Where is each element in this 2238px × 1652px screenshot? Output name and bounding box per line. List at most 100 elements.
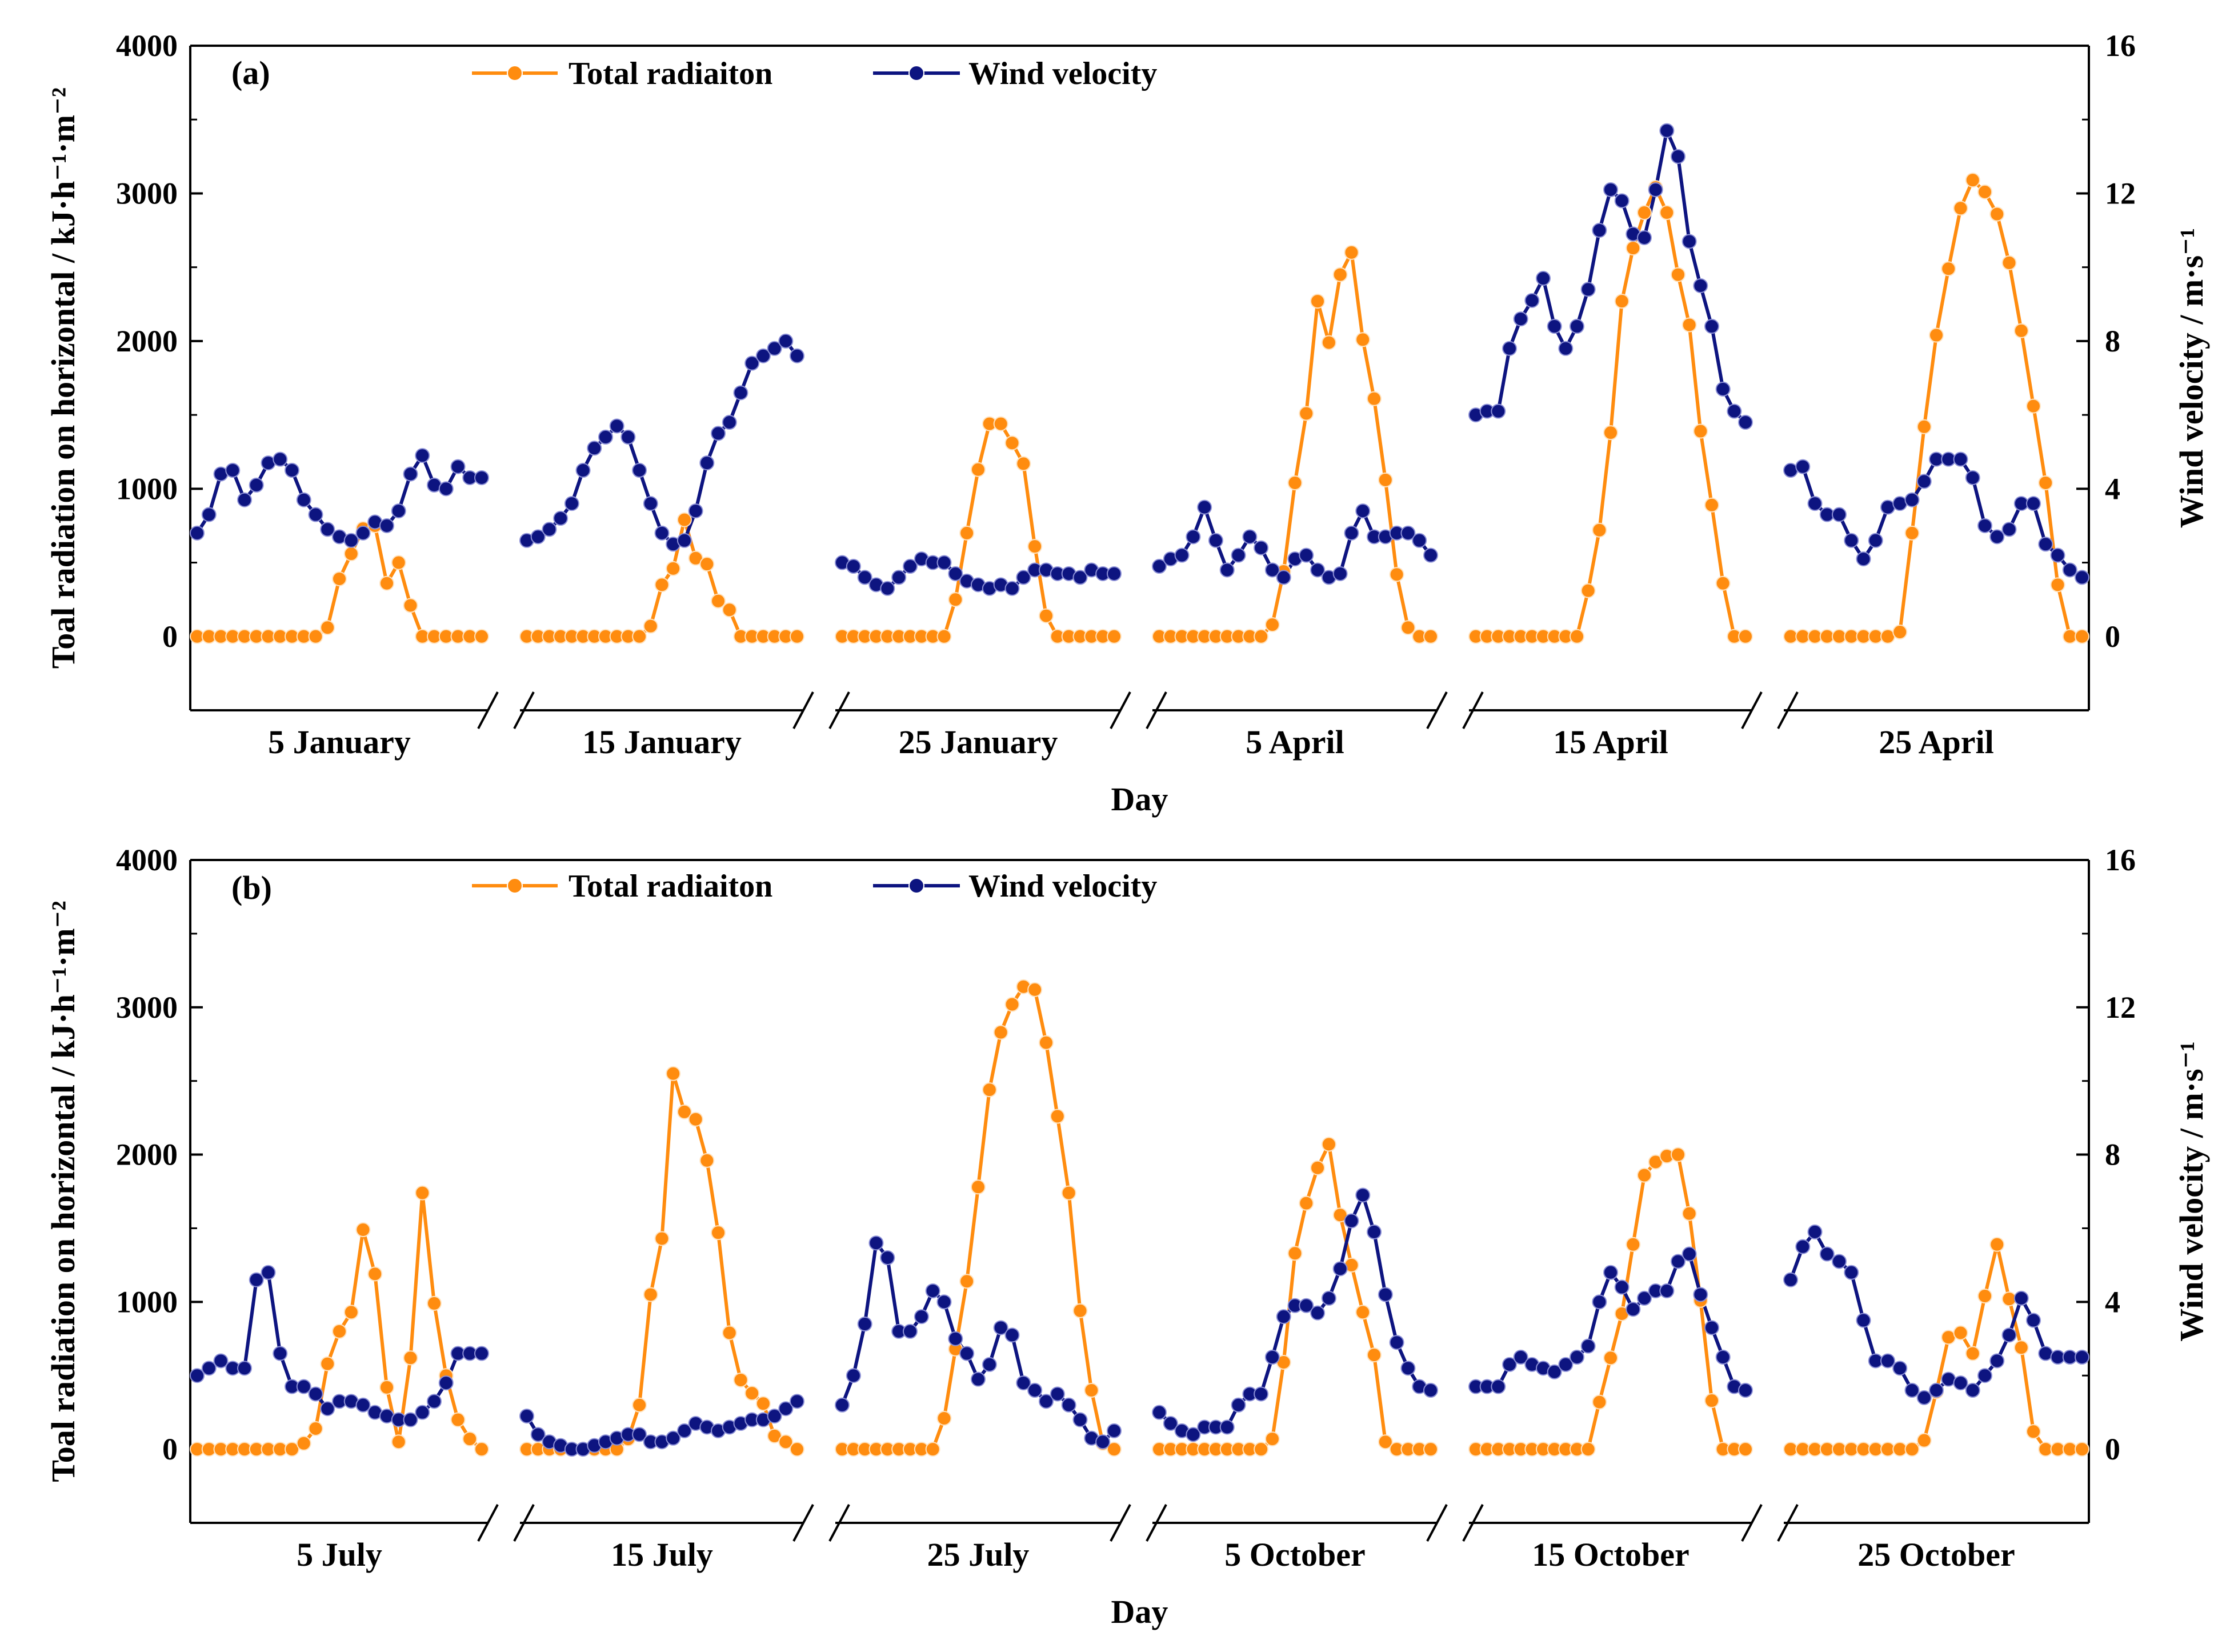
wind-point	[403, 1412, 418, 1427]
radiation-point	[790, 1442, 804, 1457]
wind-point	[1219, 1419, 1235, 1435]
axis-break-mark	[513, 1504, 535, 1542]
wind-point	[835, 1397, 850, 1413]
radiation-point	[722, 602, 737, 618]
radiation-point	[925, 1442, 940, 1457]
day-group: 15 July	[519, 1066, 804, 1573]
wind-point	[530, 1427, 546, 1442]
wind-point	[1693, 1287, 1708, 1302]
wind-point	[1344, 525, 1359, 541]
wind-point	[343, 533, 359, 548]
radiation-point	[711, 593, 726, 609]
wind-point	[1637, 230, 1652, 245]
radiation-point	[993, 416, 1008, 431]
radiation-point	[722, 1325, 737, 1341]
radiation-point	[332, 571, 347, 586]
wind-point	[1276, 570, 1291, 585]
wind-point	[1558, 1357, 1574, 1372]
wind-point	[676, 1423, 692, 1438]
wind-series-line	[840, 1241, 1116, 1444]
wind-point	[237, 492, 252, 507]
wind-point	[846, 1368, 861, 1383]
wind-point	[285, 463, 299, 478]
wind-point	[666, 1430, 681, 1446]
right-tick-label: 0	[2105, 619, 2120, 654]
wind-point	[1704, 319, 1719, 334]
radiation-point	[1704, 497, 1719, 513]
wind-point	[1039, 1394, 1054, 1409]
wind-point	[699, 455, 715, 471]
radiation-point	[1681, 1206, 1697, 1221]
axis-break-mark	[1777, 1504, 1799, 1542]
radiation-point	[343, 1305, 359, 1320]
axis-break-mark	[1146, 691, 1167, 729]
right-axis-title: Wind velocity / m·s⁻¹	[2173, 1041, 2210, 1341]
wind-point	[1880, 1353, 1895, 1369]
radiation-point	[993, 1025, 1008, 1040]
radiation-point	[699, 1153, 715, 1168]
day-label: 15 October	[1532, 1536, 1689, 1573]
day-group: 5 October	[1152, 1137, 1438, 1573]
wind-point	[2001, 1327, 2017, 1343]
wind-point	[415, 1405, 430, 1420]
radiation-point	[1715, 575, 1731, 591]
wind-point	[201, 1361, 217, 1376]
wind-point	[1004, 1327, 1020, 1343]
axis-break-mark	[828, 691, 850, 729]
wind-point	[609, 418, 624, 434]
radiation-point	[1580, 583, 1596, 598]
radiation-point	[391, 555, 406, 570]
wind-point	[1592, 223, 1607, 238]
radiation-point	[355, 1222, 371, 1238]
radiation-point	[643, 1287, 658, 1302]
radiation-point	[1693, 423, 1708, 439]
wind-point	[1989, 529, 2005, 545]
wind-point	[1524, 293, 1540, 308]
radiation-point	[1592, 1394, 1607, 1410]
wind-point	[213, 1353, 229, 1369]
wind-point	[948, 1331, 963, 1346]
day-group: 25 October	[1783, 1224, 2089, 1573]
right-tick-label: 8	[2105, 324, 2120, 358]
wind-point	[755, 348, 771, 363]
wind-point	[1219, 562, 1235, 578]
x-axis-title: Day	[1111, 1593, 1168, 1630]
radiation-point	[1738, 629, 1753, 644]
wind-point	[903, 559, 918, 574]
wind-point	[868, 1235, 884, 1251]
radiation-point	[1580, 1442, 1596, 1457]
radiation-point	[1084, 1383, 1099, 1398]
wind-point	[982, 1357, 997, 1372]
wind-point	[391, 503, 406, 519]
radiation-point	[666, 561, 681, 576]
wind-point	[1965, 1383, 1980, 1398]
wind-point	[1491, 403, 1506, 419]
radiation-point	[1004, 997, 1020, 1012]
wind-point	[1423, 1383, 1438, 1398]
radiation-point	[1904, 1442, 1920, 1457]
wind-point	[936, 1294, 952, 1310]
wind-point	[1264, 1350, 1280, 1365]
wind-point	[1378, 1287, 1393, 1302]
left-axis-title: Toal radiation on horizontal / kJ·h⁻¹·m⁻…	[45, 87, 82, 669]
radiation-point	[699, 557, 715, 572]
radiation-point	[1929, 327, 1944, 343]
radiation-point	[1704, 1393, 1719, 1409]
radiation-point	[1989, 1237, 2005, 1252]
wind-point	[1953, 1375, 1968, 1391]
wind-point	[1614, 193, 1630, 209]
axis-break-mark	[1741, 1504, 1763, 1542]
radiation-point	[1637, 1167, 1652, 1183]
wind-point	[1715, 1350, 1731, 1365]
radiation-point	[1107, 629, 1122, 644]
legend-total-radiation-marker	[507, 65, 523, 81]
legend-wind-velocity-label: Wind velocity	[968, 869, 1157, 904]
wind-point	[1502, 1357, 1517, 1372]
legend-total-radiation-label: Total radiaiton	[568, 56, 772, 91]
wind-point	[993, 1320, 1008, 1335]
wind-point	[1832, 1254, 1847, 1269]
wind-point	[1072, 570, 1088, 585]
wind-point	[1671, 1254, 1685, 1269]
day-label: 15 July	[611, 1536, 713, 1573]
radiation-point	[1603, 1350, 1618, 1366]
